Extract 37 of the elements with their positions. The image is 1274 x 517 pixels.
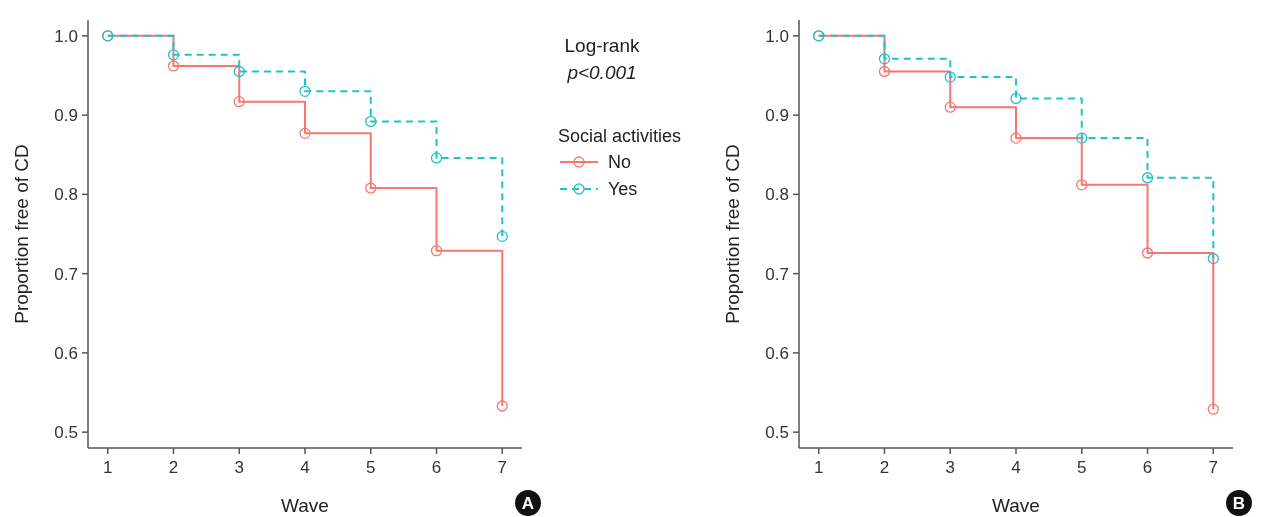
x-tick-label: 2 xyxy=(168,458,179,477)
x-tick-label: 4 xyxy=(300,458,310,477)
x-tick-label: 1 xyxy=(102,458,113,477)
x-tick-label: 3 xyxy=(234,458,244,477)
y-tick-label: 0.8 xyxy=(54,185,78,205)
y-tick-label: 0.9 xyxy=(765,106,789,126)
legend-label: Yes xyxy=(608,179,638,200)
x-tick-label: 7 xyxy=(1208,458,1219,477)
y-axis-title: Proportion free of CD xyxy=(722,144,743,324)
x-tick-label: 7 xyxy=(497,458,508,477)
y-tick-label: 0.6 xyxy=(54,343,78,363)
x-tick-label: 5 xyxy=(1077,458,1087,477)
x-tick-label: 1 xyxy=(813,458,824,477)
text: A xyxy=(521,494,535,514)
x-tick-label: 3 xyxy=(945,458,955,477)
x-tick-label: 6 xyxy=(1142,458,1153,477)
text: B xyxy=(1232,494,1246,514)
text: p<0.001 xyxy=(566,62,637,83)
x-tick-label: 2 xyxy=(879,458,890,477)
x-axis-title: Wave xyxy=(992,495,1040,516)
x-axis-title: Wave xyxy=(281,495,329,516)
x-tick-label: 6 xyxy=(431,458,442,477)
y-tick-label: 0.7 xyxy=(54,264,78,284)
y-tick-label: 0.5 xyxy=(54,423,78,443)
text: Log-rank xyxy=(564,35,640,56)
y-tick-label: 0.7 xyxy=(765,264,789,284)
x-tick-label: 5 xyxy=(366,458,376,477)
y-tick-label: 0.9 xyxy=(54,106,78,126)
legend-label: No xyxy=(608,152,632,173)
y-tick-label: 1.0 xyxy=(765,26,789,46)
y-tick-label: 0.6 xyxy=(765,343,789,363)
y-tick-label: 0.5 xyxy=(765,423,789,443)
legend-title: Social activities xyxy=(558,126,682,146)
x-tick-label: 4 xyxy=(1011,458,1021,477)
y-tick-label: 0.8 xyxy=(765,185,789,205)
y-axis-title: Proportion free of CD xyxy=(11,144,32,324)
y-tick-label: 1.0 xyxy=(54,26,78,46)
